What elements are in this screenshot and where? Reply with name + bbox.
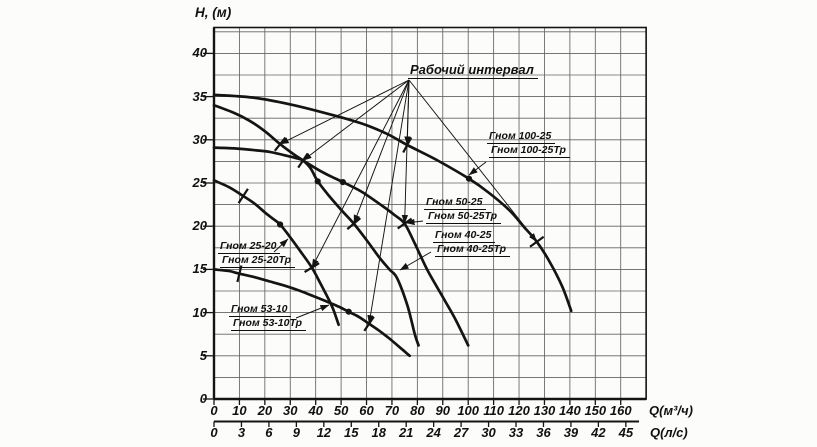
y-tick-label: 35 [192, 88, 207, 104]
y-tick-label: 10 [192, 304, 207, 320]
x2-tick-label: 45 [618, 425, 634, 440]
curve-label-гном-100-25: Гном 100-25 Гном 100-25Тр [487, 130, 570, 158]
x-tick-label: 20 [257, 403, 273, 418]
x-tick-label: 90 [435, 403, 450, 418]
x2-tick-label: 24 [426, 425, 441, 440]
y-tick-label: 20 [192, 218, 207, 234]
curve-label-line: Гном 53-10 [229, 303, 292, 317]
y-tick-label: 40 [192, 45, 207, 61]
curve-label-line: Гном 25-20Тр [220, 254, 296, 268]
x2-tick-label: 15 [344, 425, 359, 440]
curve-label-line: Гном 53-10Тр [231, 317, 307, 331]
y-tick-label: 5 [199, 347, 207, 363]
x-tick-label: 120 [508, 403, 530, 418]
curve-label-line: Гном 25-20 [218, 240, 281, 254]
x-tick-label: 0 [210, 403, 218, 418]
x2-tick-label: 42 [591, 425, 606, 440]
curve-label-гном-53-10: Гном 53-10 Гном 53-10Тр [229, 303, 307, 331]
x2-tick-label: 33 [508, 425, 524, 440]
curve-label-line: Гном 40-25Тр [435, 243, 511, 257]
x-tick-label: 130 [533, 403, 556, 418]
x2-tick-label: 0 [210, 425, 218, 440]
x-tick-label: 140 [559, 403, 581, 418]
curve-label-line: Гном 100-25Тр [489, 144, 570, 158]
curve-label-line: Гном 50-25Тр [426, 210, 502, 224]
curve-label-гном-50-25: Гном 50-25 Гном 50-25Тр [424, 196, 502, 224]
y-axis-title: H, (м) [195, 5, 232, 20]
curve-label-line: Гном 50-25 [424, 196, 487, 210]
y-tick-label: 25 [192, 175, 207, 190]
x2-tick-label: 18 [371, 425, 386, 440]
x-tick-label: 80 [410, 403, 425, 418]
x-tick-label: 50 [333, 403, 349, 418]
x2-tick-label: 21 [398, 425, 414, 440]
y-tick-label: 0 [199, 391, 207, 406]
x-tick-label: 100 [457, 403, 480, 418]
x-tick-label: 160 [609, 403, 632, 418]
x2-tick-label: 36 [536, 425, 551, 440]
x-tick-label: 70 [384, 403, 400, 418]
curve-label-line: Гном 40-25 [433, 229, 496, 243]
curve-label-гном-25-20: Гном 25-20 Гном 25-20Тр [218, 240, 296, 268]
x2-tick-label: 30 [481, 425, 496, 440]
x-tick-label: 60 [359, 403, 374, 418]
y-tick-label: 30 [192, 131, 207, 147]
x2-tick-label: 3 [237, 425, 246, 440]
x-tick-label: 40 [308, 403, 323, 418]
x2-tick-label: 27 [453, 425, 469, 440]
x-axis-primary-unit: Q(м³/ч) [649, 403, 693, 418]
x-axis-secondary-unit: Q(л/с) [650, 425, 688, 440]
x2-tick-label: 39 [563, 425, 579, 440]
x-tick-label: 110 [483, 403, 504, 418]
y-tick-label: 15 [192, 261, 207, 277]
curve-label-гном-40-25: Гном 40-25 Гном 40-25Тр [433, 229, 511, 257]
x2-tick-label: 12 [316, 425, 332, 440]
x-tick-label: 30 [283, 403, 298, 418]
working-interval-label: Рабочий интервал [408, 62, 538, 79]
x-tick-label: 150 [584, 403, 607, 418]
x2-tick-label: 9 [292, 425, 300, 440]
x-tick-label: 10 [232, 403, 247, 418]
curve-label-line: Гном 100-25 [487, 130, 556, 144]
x2-tick-label: 6 [265, 425, 273, 440]
